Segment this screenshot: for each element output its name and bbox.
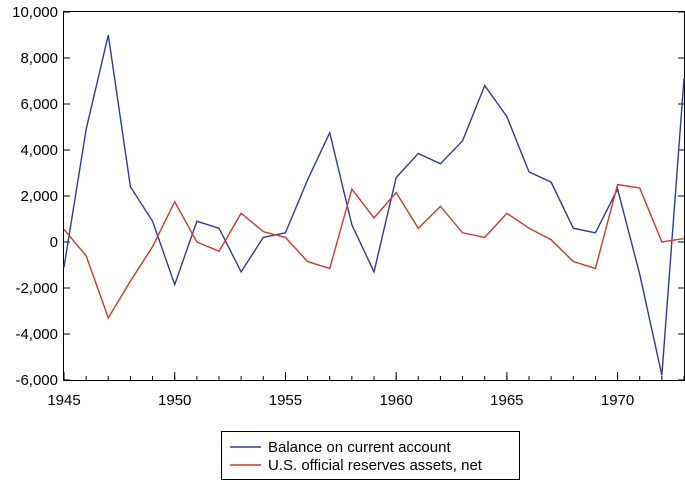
series-layer — [63, 34, 685, 376]
y-tick-label: 0 — [50, 234, 58, 251]
y-tick-label: -6,000 — [15, 372, 58, 389]
x-tick-label: 1960 — [379, 392, 412, 409]
legend-label-reserves: U.S. official reserves assets, net — [268, 457, 483, 474]
y-tick-label: 6,000 — [20, 96, 58, 113]
y-axis: 10,000 8,000 6,000 4,000 2,000 0 -2,000 -4,000 -… — [12, 4, 684, 389]
x-tick-label: 1950 — [158, 392, 191, 409]
y-tick-label: 10,000 — [12, 4, 58, 21]
legend-label-balance: Balance on current account — [268, 439, 451, 456]
x-tick-label: 1965 — [490, 392, 523, 409]
series-line-reserves — [63, 183, 685, 320]
x-tick-label: 1945 — [47, 392, 80, 409]
y-tick-label: -2,000 — [15, 280, 58, 297]
legend-box — [221, 431, 520, 480]
y-tick-label: 2,000 — [20, 188, 58, 205]
x-tick-label: 1970 — [601, 392, 634, 409]
x-axis: 1945 1950 1955 1960 1965 1970 — [47, 372, 685, 409]
y-tick-label: -4,000 — [15, 326, 58, 343]
y-tick-label: 8,000 — [20, 50, 58, 67]
legend: Balance on current account U.S. official… — [221, 431, 520, 480]
x-tick-label: 1955 — [269, 392, 302, 409]
plot-frame — [63, 11, 685, 381]
series-line-balance — [63, 34, 685, 376]
y-tick-label: 4,000 — [20, 142, 58, 159]
